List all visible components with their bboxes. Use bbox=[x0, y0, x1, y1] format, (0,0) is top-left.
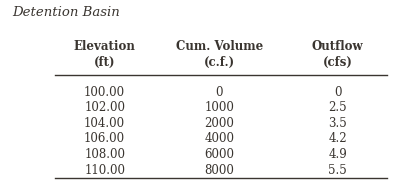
Text: 100.00: 100.00 bbox=[84, 86, 125, 99]
Text: Outflow
(cfs): Outflow (cfs) bbox=[312, 40, 363, 68]
Text: 108.00: 108.00 bbox=[84, 148, 125, 161]
Text: 110.00: 110.00 bbox=[84, 164, 125, 177]
Text: 4.9: 4.9 bbox=[328, 148, 347, 161]
Text: 2000: 2000 bbox=[204, 117, 234, 130]
Text: 102.00: 102.00 bbox=[84, 101, 125, 114]
Text: 5.5: 5.5 bbox=[328, 164, 347, 177]
Text: 2.5: 2.5 bbox=[328, 101, 347, 114]
Text: 4.2: 4.2 bbox=[328, 132, 347, 146]
Text: Cum. Volume
(c.f.): Cum. Volume (c.f.) bbox=[176, 40, 263, 68]
Text: 0: 0 bbox=[216, 86, 223, 99]
Text: 8000: 8000 bbox=[204, 164, 234, 177]
Text: 1000: 1000 bbox=[204, 101, 234, 114]
Text: Elevation
(ft): Elevation (ft) bbox=[74, 40, 135, 68]
Text: 6000: 6000 bbox=[204, 148, 234, 161]
Text: 3.5: 3.5 bbox=[328, 117, 347, 130]
Text: 4000: 4000 bbox=[204, 132, 234, 146]
Text: Detention Basin: Detention Basin bbox=[12, 6, 120, 19]
Text: 104.00: 104.00 bbox=[84, 117, 125, 130]
Text: 106.00: 106.00 bbox=[84, 132, 125, 146]
Text: 0: 0 bbox=[334, 86, 341, 99]
